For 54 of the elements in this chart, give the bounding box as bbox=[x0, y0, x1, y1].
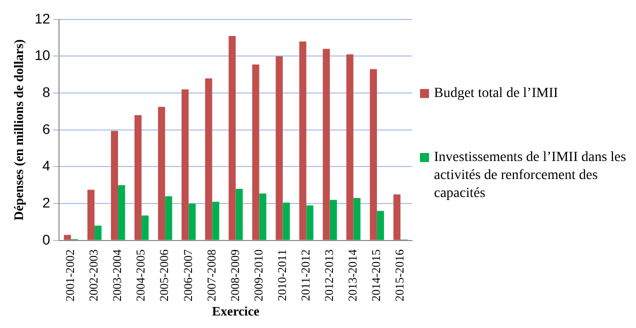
bar bbox=[118, 185, 126, 240]
bar bbox=[330, 200, 337, 240]
legend-label: Budget total de l’IMII bbox=[434, 85, 558, 103]
x-tick-label: 2014-2015 bbox=[369, 249, 384, 302]
bar bbox=[393, 194, 400, 240]
bar bbox=[353, 198, 360, 240]
bar bbox=[346, 54, 354, 240]
bar bbox=[182, 89, 189, 240]
y-tick-label: 0 bbox=[42, 231, 50, 248]
legend-label: Investissements de l’IMII dans les activités de renforcement des capacités bbox=[434, 149, 628, 203]
bar bbox=[299, 42, 306, 240]
x-tick-label: 2010-2011 bbox=[274, 249, 289, 301]
bar bbox=[322, 48, 330, 240]
bar bbox=[94, 226, 102, 240]
bar bbox=[158, 106, 166, 240]
bar bbox=[165, 196, 172, 240]
x-tick-label: 2009-2010 bbox=[251, 249, 266, 302]
x-tick-label: 2008-2009 bbox=[228, 249, 242, 302]
bar bbox=[142, 216, 149, 240]
x-axis-title: Exercice bbox=[212, 304, 260, 319]
bar bbox=[64, 234, 71, 240]
y-tick-label: 12 bbox=[34, 10, 50, 26]
x-tick-label: 2011-2012 bbox=[298, 249, 312, 301]
y-axis-title: Dépenses (en millions de dollars) bbox=[11, 39, 26, 221]
bar bbox=[188, 204, 196, 240]
x-tick-label: 2003-2004 bbox=[110, 249, 124, 302]
y-tick-label: 8 bbox=[42, 84, 50, 100]
x-tick-label: 2012-2013 bbox=[322, 249, 336, 302]
bar bbox=[259, 193, 266, 240]
bar bbox=[370, 69, 377, 240]
x-tick-label: 2005-2006 bbox=[157, 249, 172, 302]
y-tick-label: 2 bbox=[42, 194, 50, 210]
bar bbox=[282, 202, 290, 240]
bar bbox=[306, 205, 314, 240]
bar bbox=[87, 190, 94, 240]
bar bbox=[205, 78, 212, 240]
y-tick-label: 4 bbox=[42, 158, 50, 174]
x-tick-label: 2006-2007 bbox=[180, 249, 195, 302]
bar bbox=[276, 56, 283, 240]
y-tick-label: 6 bbox=[42, 120, 50, 137]
bar bbox=[376, 210, 384, 240]
x-tick-label: 2001-2002 bbox=[63, 249, 78, 302]
x-tick-label: 2004-2005 bbox=[134, 249, 148, 302]
x-tick-label: 2007-2008 bbox=[204, 249, 218, 302]
x-tick-label: 2015-2016 bbox=[392, 249, 407, 302]
bar bbox=[236, 188, 243, 240]
x-tick-label: 2013-2014 bbox=[346, 249, 360, 302]
bar bbox=[252, 64, 260, 240]
bar bbox=[212, 202, 220, 240]
x-tick-label: 2002-2003 bbox=[86, 249, 101, 302]
y-tick-label: 10 bbox=[34, 47, 50, 64]
bar bbox=[228, 36, 236, 240]
bar bbox=[134, 115, 142, 240]
bar bbox=[110, 130, 118, 240]
